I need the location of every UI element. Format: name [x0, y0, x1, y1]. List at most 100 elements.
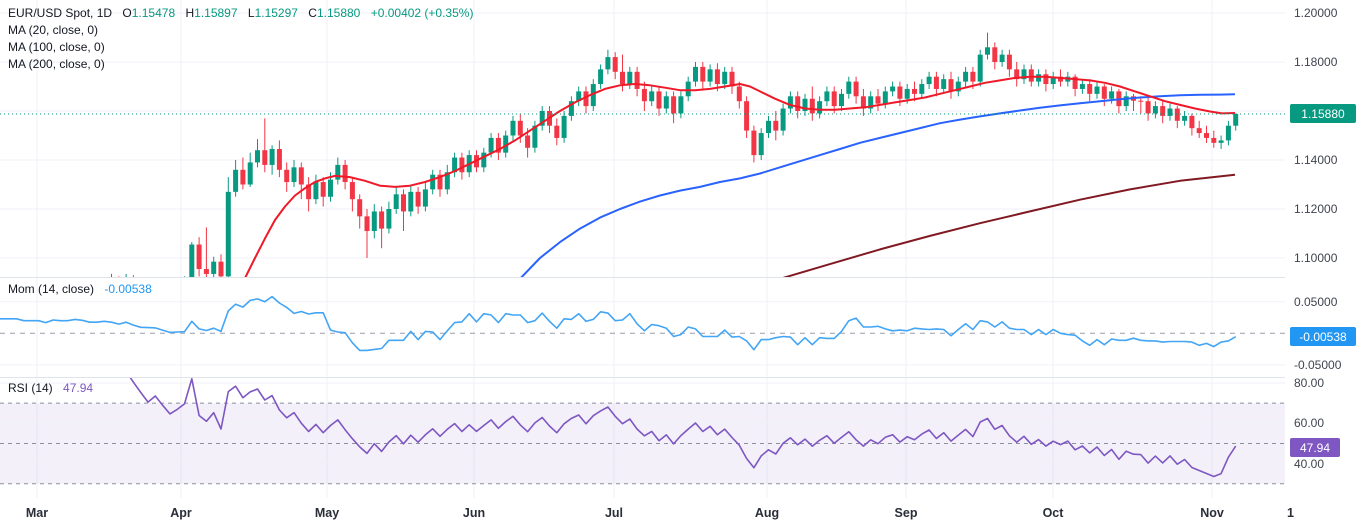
candle-body [422, 189, 428, 207]
candle-body [1087, 84, 1093, 94]
candle-body [306, 184, 312, 200]
candle-body [503, 135, 509, 153]
momentum-legend-row[interactable]: Mom (14, close) -0.00538 [8, 282, 152, 296]
candle-body [211, 261, 217, 274]
pane-separator[interactable] [0, 377, 1285, 378]
candle-body [1072, 76, 1078, 89]
rsi-value: 47.94 [63, 381, 94, 395]
candle-body [970, 71, 976, 82]
month-label-oct: Oct [1042, 506, 1064, 520]
price-axis-label: 1.14000 [1294, 153, 1338, 167]
candle-body [693, 66, 698, 82]
candle-body [1094, 86, 1100, 94]
candle-body [933, 76, 939, 89]
candle-body [671, 96, 677, 114]
candle-body [977, 54, 983, 82]
rsi-line [128, 377, 1237, 478]
candle-body [824, 91, 830, 102]
candle-body [707, 69, 713, 82]
candle-body [415, 191, 421, 207]
price-axis[interactable]: 1.20000 1.18000 1.14000 1.12000 1.10000 1.158… [1285, 0, 1365, 498]
candle-body [853, 81, 859, 97]
partial-date-label: 1 [1287, 506, 1294, 520]
ohlc-close: C1.15880 [308, 6, 361, 20]
month-label-aug: Aug [754, 506, 780, 520]
candle-body [554, 125, 560, 138]
rsi-pane[interactable] [0, 377, 1285, 498]
ohlc-open: O1.15478 [122, 6, 176, 20]
candle-body [787, 96, 793, 109]
candle-body [919, 84, 925, 94]
candle-body [532, 125, 538, 148]
candle-body [364, 216, 370, 232]
candle-body [802, 98, 808, 111]
candle-body [1218, 140, 1224, 143]
momentum-axis-label: -0.05000 [1294, 357, 1342, 372]
momentum-axis-label: 0.05000 [1294, 294, 1338, 309]
month-label-nov: Nov [1200, 506, 1224, 520]
candle-body [233, 169, 239, 192]
pane-separator[interactable] [0, 277, 1285, 278]
candle-body [634, 71, 640, 89]
price-axis-label: 1.10000 [1294, 251, 1338, 265]
candle-body [1233, 113, 1239, 126]
ma200-legend-row[interactable]: MA (200, close, 0) [8, 57, 105, 71]
candle-body [1079, 84, 1085, 89]
candle-body [357, 199, 363, 217]
candle-body [225, 191, 231, 277]
candle-body [1196, 128, 1202, 134]
ma100-legend-row[interactable]: MA (100, close, 0) [8, 40, 105, 54]
ohlc-low: L1.15297 [247, 6, 298, 20]
candle-body [809, 98, 815, 114]
candle-body [955, 81, 961, 92]
candle-body [722, 71, 728, 85]
candle-body [751, 130, 757, 156]
candle-body [284, 169, 290, 183]
rsi-value-badge: 47.94 [1290, 438, 1340, 458]
candle-body [452, 157, 458, 173]
momentum-value-badge: -0.00538 [1290, 327, 1356, 347]
ma20-legend-row[interactable]: MA (20, close, 0) [8, 23, 99, 37]
candle-body [882, 91, 888, 104]
candle-body [1152, 106, 1158, 114]
candle-body [620, 71, 625, 85]
symbol-title: EUR/USD Spot, 1D [8, 6, 113, 20]
candle-body [1167, 108, 1173, 116]
candle-body [590, 84, 596, 107]
symbol-legend-row[interactable]: EUR/USD Spot, 1D O1.15478 H1.15897 L1.15… [8, 5, 473, 22]
candle-body [817, 101, 823, 114]
candle-body [941, 79, 947, 89]
ohlc-high: H1.15897 [185, 6, 238, 20]
main-price-pane[interactable] [0, 0, 1285, 278]
candle-body [758, 133, 764, 156]
candle-body [948, 79, 954, 92]
price-axis-label: 1.18000 [1294, 55, 1338, 69]
time-axis[interactable]: Mar Apr May Jun Jul Aug Sep Oct Nov 1 [0, 498, 1365, 529]
candle-body [678, 96, 684, 114]
rsi-axis-label: 60.00 [1294, 416, 1325, 431]
candle-body [795, 96, 801, 111]
month-label-jun: Jun [462, 506, 486, 520]
rsi-legend-row[interactable]: RSI (14) 47.94 [8, 381, 93, 395]
candle-body [1174, 108, 1180, 121]
month-label-may: May [314, 506, 340, 520]
candle-body [773, 120, 779, 131]
candle-body [926, 76, 932, 85]
month-label-sep: Sep [894, 506, 918, 520]
candle-body [1021, 69, 1027, 80]
candle-body [525, 135, 531, 148]
candle-body [612, 57, 618, 72]
candle-body [393, 194, 399, 209]
ma100-line [519, 93, 1236, 278]
candle-body [912, 88, 917, 94]
candle-body [1160, 106, 1166, 116]
candle-body [583, 91, 589, 107]
candle-body [641, 88, 647, 102]
candle-body [240, 169, 246, 185]
candle-body [576, 91, 582, 102]
candle-body [736, 86, 742, 102]
candle-body [349, 182, 355, 200]
candle-body [510, 120, 516, 136]
month-label-mar: Mar [25, 506, 49, 520]
momentum-pane[interactable] [0, 278, 1285, 377]
